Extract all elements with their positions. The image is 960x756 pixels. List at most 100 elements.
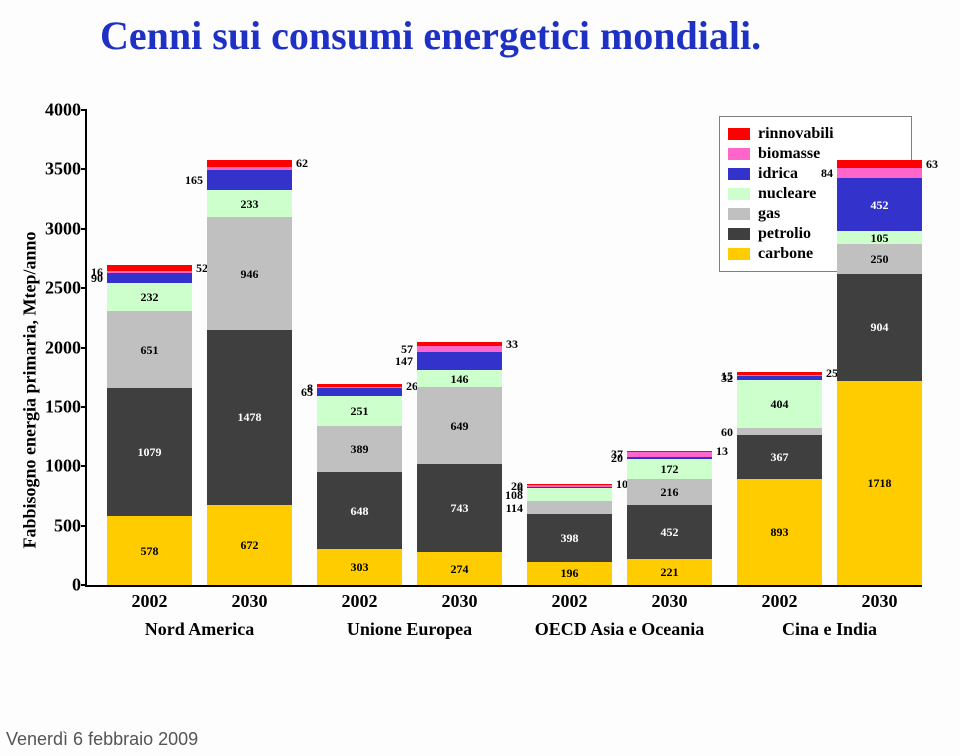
legend-swatch (728, 228, 750, 240)
bar-segment (837, 168, 922, 178)
y-tick-mark (81, 287, 87, 289)
bar-segment (627, 457, 712, 459)
bar-segment (527, 484, 612, 485)
y-tick-label: 1500 (45, 396, 81, 417)
legend-label: rinnovabili (758, 125, 834, 143)
x-year-label: 2002 (527, 591, 612, 612)
y-tick-mark (81, 525, 87, 527)
value-label: 62 (296, 157, 308, 169)
bar-segment (737, 376, 822, 380)
bar-segment (837, 160, 922, 167)
plot-area: rinnovabilibiomasseidricanuclearegaspetr… (85, 110, 922, 587)
legend-label: idrica (758, 165, 798, 183)
x-year-label: 2002 (737, 591, 822, 612)
value-label: 13 (716, 445, 728, 457)
value-label: 649 (451, 420, 469, 432)
value-label: 367 (771, 451, 789, 463)
y-tick-mark (81, 228, 87, 230)
chart-container: Fabbisogno energia primaria, Mtep/anno r… (30, 110, 930, 670)
value-label: 20 (511, 480, 523, 492)
value-label: 232 (141, 291, 159, 303)
value-label: 216 (661, 486, 679, 498)
y-tick-mark (81, 465, 87, 467)
y-tick-label: 3500 (45, 159, 81, 180)
footer-date: Venerdì 6 febbraio 2009 (6, 729, 198, 750)
legend-item: rinnovabili (728, 125, 903, 143)
value-label: 15 (721, 370, 733, 382)
bar-segment (317, 384, 402, 387)
legend-swatch (728, 248, 750, 260)
value-label: 651 (141, 344, 159, 356)
value-label: 147 (395, 355, 413, 367)
bar-segment (317, 387, 402, 388)
value-label: 672 (241, 539, 259, 551)
y-tick-mark (81, 584, 87, 586)
y-tick-mark (81, 406, 87, 408)
value-label: 648 (351, 505, 369, 517)
bar-segment (417, 342, 502, 346)
y-tick-label: 2000 (45, 337, 81, 358)
y-tick-label: 3000 (45, 218, 81, 239)
value-label: 233 (241, 198, 259, 210)
legend-swatch (728, 208, 750, 220)
y-tick-mark (81, 347, 87, 349)
value-label: 743 (451, 502, 469, 514)
bar-segment (527, 487, 612, 488)
value-label: 398 (561, 532, 579, 544)
value-label: 452 (661, 526, 679, 538)
chart-title: Cenni sui consumi energetici mondiali. (100, 12, 761, 59)
value-label: 251 (351, 405, 369, 417)
y-tick-label: 1000 (45, 456, 81, 477)
y-tick-label: 500 (54, 515, 81, 536)
value-label: 274 (451, 563, 469, 575)
x-year-label: 2030 (207, 591, 292, 612)
value-label: 404 (771, 398, 789, 410)
value-label: 303 (351, 561, 369, 573)
value-label: 105 (871, 232, 889, 244)
bar-segment (527, 485, 612, 487)
bar-segment (737, 375, 822, 377)
bar-segment (737, 428, 822, 435)
value-label: 114 (506, 502, 523, 514)
bar-segment (527, 501, 612, 515)
bar-segment (627, 451, 712, 453)
value-label: 8 (307, 382, 313, 394)
y-tick-label: 0 (72, 575, 81, 596)
bar-segment (207, 167, 292, 170)
bar-segment (107, 271, 192, 273)
y-tick-label: 4000 (45, 100, 81, 121)
y-tick-label: 2500 (45, 278, 81, 299)
x-region-label: Cina e India (737, 619, 922, 640)
value-label: 60 (721, 426, 733, 438)
value-label: 893 (771, 526, 789, 538)
legend-label: nucleare (758, 185, 816, 203)
value-label: 250 (871, 253, 889, 265)
x-region-label: Nord America (107, 619, 292, 640)
value-label: 57 (401, 343, 413, 355)
x-region-label: Unione Europea (317, 619, 502, 640)
value-label: 904 (871, 321, 889, 333)
x-year-label: 2030 (837, 591, 922, 612)
value-label: 16 (91, 266, 103, 278)
y-tick-mark (81, 109, 87, 111)
legend-label: biomasse (758, 145, 820, 163)
value-label: 63 (926, 158, 938, 170)
x-year-label: 2030 (627, 591, 712, 612)
value-label: 452 (871, 199, 889, 211)
value-label: 221 (661, 566, 679, 578)
value-label: 1718 (868, 477, 892, 489)
value-label: 172 (661, 463, 679, 475)
bar-segment (107, 265, 192, 271)
bar-segment (417, 352, 502, 369)
value-label: 84 (821, 167, 833, 179)
value-label: 1079 (138, 446, 162, 458)
bar-segment (417, 346, 502, 353)
value-label: 165 (185, 174, 203, 186)
x-year-label: 2030 (417, 591, 502, 612)
value-label: 578 (141, 545, 159, 557)
x-year-label: 2002 (317, 591, 402, 612)
y-axis-label: Fabbisogno energia primaria, Mtep/anno (20, 231, 41, 548)
value-label: 33 (506, 338, 518, 350)
value-label: 37 (611, 448, 623, 460)
bar-segment (527, 488, 612, 501)
